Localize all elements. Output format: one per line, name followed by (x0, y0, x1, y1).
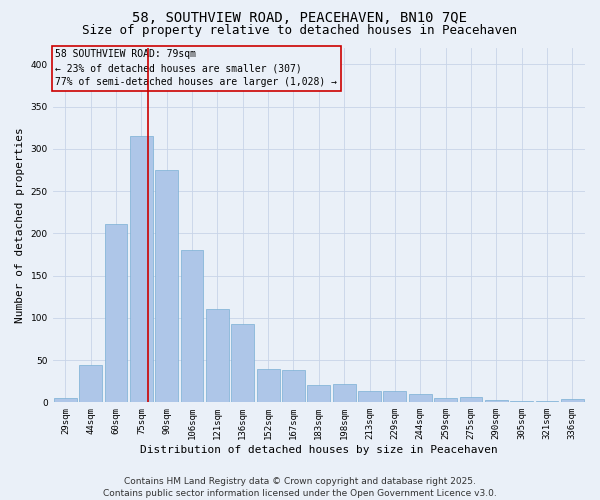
Text: Size of property relative to detached houses in Peacehaven: Size of property relative to detached ho… (83, 24, 517, 37)
Bar (104, 224, 127, 402)
Bar (257, 368, 280, 402)
Text: Contains HM Land Registry data © Crown copyright and database right 2025.
Contai: Contains HM Land Registry data © Crown c… (103, 476, 497, 498)
Bar (460, 398, 482, 402)
Bar (358, 390, 381, 402)
Bar (434, 398, 457, 402)
Bar (561, 399, 584, 402)
Y-axis label: Number of detached properties: Number of detached properties (15, 127, 25, 323)
Bar (282, 370, 305, 402)
Bar (232, 324, 254, 402)
Bar (181, 250, 203, 402)
Bar (333, 384, 356, 402)
Bar (307, 384, 330, 402)
Bar (130, 136, 153, 402)
Bar (206, 310, 229, 402)
X-axis label: Distribution of detached houses by size in Peacehaven: Distribution of detached houses by size … (140, 445, 498, 455)
Bar (79, 365, 102, 403)
Bar (155, 170, 178, 402)
Bar (510, 400, 533, 402)
Bar (383, 392, 406, 402)
Text: 58, SOUTHVIEW ROAD, PEACEHAVEN, BN10 7QE: 58, SOUTHVIEW ROAD, PEACEHAVEN, BN10 7QE (133, 12, 467, 26)
Bar (54, 398, 77, 402)
Bar (485, 400, 508, 402)
Text: 58 SOUTHVIEW ROAD: 79sqm
← 23% of detached houses are smaller (307)
77% of semi-: 58 SOUTHVIEW ROAD: 79sqm ← 23% of detach… (55, 50, 337, 88)
Bar (409, 394, 431, 402)
